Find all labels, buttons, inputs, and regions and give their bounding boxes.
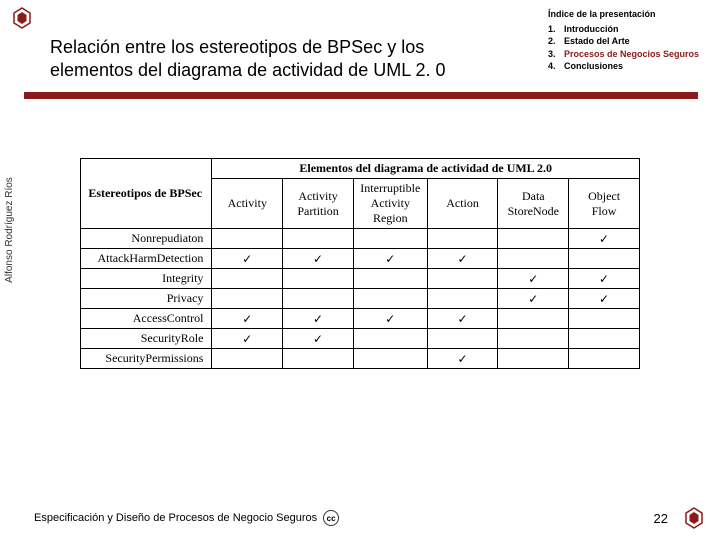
table-cell: ✓ bbox=[427, 349, 498, 369]
slide-title: Relación entre los estereotipos de BPSec… bbox=[50, 36, 500, 83]
index-item: 1. Introducción bbox=[548, 23, 708, 36]
table-row: Privacy ✓✓ bbox=[81, 289, 640, 309]
column-header: Object Flow bbox=[569, 179, 640, 229]
table-cell bbox=[212, 229, 283, 249]
index-item-text: Conclusiones bbox=[564, 60, 623, 73]
table-cell bbox=[353, 329, 427, 349]
slide-title-area: Relación entre los estereotipos de BPSec… bbox=[50, 36, 500, 83]
table-cell bbox=[212, 269, 283, 289]
table-cell bbox=[353, 349, 427, 369]
index-item-num: 2. bbox=[548, 35, 558, 48]
row-label: AttackHarmDetection bbox=[81, 249, 212, 269]
column-header: Activity Partition bbox=[283, 179, 354, 229]
column-header: Activity bbox=[212, 179, 283, 229]
table-cell: ✓ bbox=[427, 249, 498, 269]
row-label: Privacy bbox=[81, 289, 212, 309]
table-cell bbox=[498, 329, 569, 349]
index-item-num: 4. bbox=[548, 60, 558, 73]
table-row: Integrity ✓✓ bbox=[81, 269, 640, 289]
table-row: SecurityPermissions ✓ bbox=[81, 349, 640, 369]
index-item-text: Estado del Arte bbox=[564, 35, 630, 48]
row-label: SecurityRole bbox=[81, 329, 212, 349]
table-cell: ✓ bbox=[353, 249, 427, 269]
table-cell bbox=[353, 269, 427, 289]
index-item-num: 3. bbox=[548, 48, 558, 61]
logo-top bbox=[10, 6, 34, 30]
footer-right: 22 bbox=[654, 506, 706, 530]
footer-left: Especificación y Diseño de Procesos de N… bbox=[34, 510, 339, 526]
table-cell bbox=[498, 309, 569, 329]
table-cell: ✓ bbox=[353, 309, 427, 329]
table-cell: ✓ bbox=[427, 309, 498, 329]
author-sidebar: Alfonso Rodríguez Ríos bbox=[4, 130, 15, 330]
table-cell: ✓ bbox=[212, 309, 283, 329]
table-cell bbox=[569, 309, 640, 329]
table-cell bbox=[427, 269, 498, 289]
table-cell bbox=[353, 289, 427, 309]
table-cell: ✓ bbox=[569, 229, 640, 249]
table-row: AccessControl✓✓✓✓ bbox=[81, 309, 640, 329]
table-cell: ✓ bbox=[212, 249, 283, 269]
table-cell bbox=[283, 269, 354, 289]
table-row: SecurityRole✓✓ bbox=[81, 329, 640, 349]
table-cell bbox=[353, 229, 427, 249]
index-item-num: 1. bbox=[548, 23, 558, 36]
row-label: AccessControl bbox=[81, 309, 212, 329]
column-header: Action bbox=[427, 179, 498, 229]
table-cell bbox=[427, 289, 498, 309]
table-cell: ✓ bbox=[283, 309, 354, 329]
table-cell bbox=[569, 249, 640, 269]
row-label: SecurityPermissions bbox=[81, 349, 212, 369]
table-cell bbox=[283, 349, 354, 369]
row-group-header: Estereotipos de BPSec bbox=[81, 159, 212, 229]
index-item: 4. Conclusiones bbox=[548, 60, 708, 73]
index-item: 3. Procesos de Negocios Seguros bbox=[548, 48, 708, 61]
table-cell: ✓ bbox=[569, 269, 640, 289]
row-label: Nonrepudiaton bbox=[81, 229, 212, 249]
table-super-header: Elementos del diagrama de actividad de U… bbox=[212, 159, 640, 179]
index-item-text: Procesos de Negocios Seguros bbox=[564, 48, 699, 61]
table-cell bbox=[569, 349, 640, 369]
table-cell bbox=[427, 329, 498, 349]
table-cell: ✓ bbox=[498, 269, 569, 289]
index-item: 2. Estado del Arte bbox=[548, 35, 708, 48]
index-item-text: Introducción bbox=[564, 23, 619, 36]
footer-text: Especificación y Diseño de Procesos de N… bbox=[34, 512, 317, 524]
table-row: AttackHarmDetection✓✓✓✓ bbox=[81, 249, 640, 269]
table-cell bbox=[498, 349, 569, 369]
table-row: Nonrepudiaton ✓ bbox=[81, 229, 640, 249]
table-cell bbox=[569, 329, 640, 349]
column-header: Data StoreNode bbox=[498, 179, 569, 229]
title-divider bbox=[24, 92, 698, 98]
row-label: Integrity bbox=[81, 269, 212, 289]
table-cell: ✓ bbox=[283, 329, 354, 349]
table-cell bbox=[498, 249, 569, 269]
table-cell bbox=[212, 289, 283, 309]
table-cell: ✓ bbox=[283, 249, 354, 269]
logo-bottom bbox=[682, 506, 706, 530]
table-cell bbox=[283, 289, 354, 309]
column-header: Interruptible Activity Region bbox=[353, 179, 427, 229]
table-cell bbox=[498, 229, 569, 249]
index-box: Índice de la presentación 1. Introducción… bbox=[548, 8, 708, 73]
page-number: 22 bbox=[654, 511, 668, 526]
index-title: Índice de la presentación bbox=[548, 8, 708, 21]
table-cell: ✓ bbox=[569, 289, 640, 309]
cc-icon: cc bbox=[323, 510, 339, 526]
table-cell: ✓ bbox=[212, 329, 283, 349]
table-cell bbox=[283, 229, 354, 249]
mapping-table: Estereotipos de BPSecElementos del diagr… bbox=[80, 158, 640, 369]
table-cell: ✓ bbox=[498, 289, 569, 309]
table-cell bbox=[427, 229, 498, 249]
table-cell bbox=[212, 349, 283, 369]
footer: Especificación y Diseño de Procesos de N… bbox=[34, 506, 706, 530]
